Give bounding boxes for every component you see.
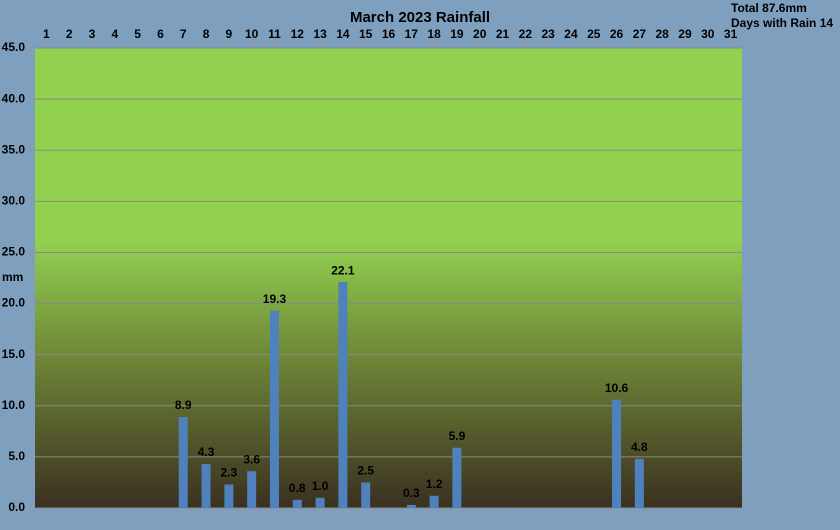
chart-title: March 2023 Rainfall xyxy=(350,9,490,26)
y-tick-label: 15.0 xyxy=(2,347,26,361)
bar xyxy=(178,417,188,508)
x-tick-label: 22 xyxy=(519,27,533,41)
bar xyxy=(612,399,622,508)
x-tick-label: 12 xyxy=(291,27,305,41)
y-tick-label: 30.0 xyxy=(2,194,26,208)
y-tick-label: 20.0 xyxy=(2,296,26,310)
x-tick-label: 15 xyxy=(359,27,373,41)
x-tick-label: 11 xyxy=(268,27,281,41)
data-label: 8.9 xyxy=(175,398,192,412)
x-tick-label: 18 xyxy=(427,27,441,41)
x-tick-label: 10 xyxy=(245,27,259,41)
x-tick-label: 7 xyxy=(180,27,187,41)
y-tick-label: 5.0 xyxy=(8,449,25,463)
data-label: 2.5 xyxy=(357,464,374,478)
data-label: 5.9 xyxy=(449,429,466,443)
data-label: 1.0 xyxy=(312,479,329,493)
data-label: 2.3 xyxy=(221,466,238,480)
data-label: 10.6 xyxy=(605,381,629,395)
x-tick-label: 9 xyxy=(226,27,233,41)
data-label: 4.8 xyxy=(631,440,648,454)
data-label: 0.8 xyxy=(289,481,306,495)
annotation: Days with Rain 14 xyxy=(731,16,833,30)
x-tick-label: 8 xyxy=(203,27,210,41)
bar xyxy=(247,471,257,508)
data-label: 1.2 xyxy=(426,477,443,491)
x-tick-label: 31 xyxy=(724,27,738,41)
x-tick-label: 24 xyxy=(564,27,578,41)
x-tick-label: 14 xyxy=(336,27,350,41)
x-tick-label: 27 xyxy=(633,27,647,41)
data-label: 0.3 xyxy=(403,486,420,500)
bar xyxy=(315,497,325,508)
x-tick-label: 1 xyxy=(43,27,50,41)
y-tick-label: 35.0 xyxy=(2,142,26,156)
x-tick-label: 19 xyxy=(450,27,464,41)
plot-area xyxy=(35,48,742,508)
x-tick-label: 4 xyxy=(111,27,118,41)
data-label: 4.3 xyxy=(198,445,215,459)
y-tick-label: 45.0 xyxy=(2,40,26,54)
bar xyxy=(338,282,348,508)
bar xyxy=(452,447,462,508)
y-tick-label: 0.0 xyxy=(8,500,25,514)
bar xyxy=(634,458,644,508)
x-tick-label: 20 xyxy=(473,27,487,41)
x-tick-label: 25 xyxy=(587,27,601,41)
bar xyxy=(406,504,416,508)
x-tick-label: 23 xyxy=(541,27,555,41)
x-tick-label: 13 xyxy=(313,27,327,41)
bar xyxy=(429,495,439,508)
x-tick-label: 6 xyxy=(157,27,164,41)
x-tick-label: 17 xyxy=(405,27,419,41)
x-tick-label: 29 xyxy=(678,27,692,41)
y-axis-label: mm xyxy=(2,270,23,284)
y-tick-label: 10.0 xyxy=(2,398,26,412)
data-label: 19.3 xyxy=(263,292,287,306)
data-label: 3.6 xyxy=(243,452,260,466)
bar xyxy=(361,482,371,508)
x-tick-label: 16 xyxy=(382,27,396,41)
x-tick-label: 21 xyxy=(496,27,510,41)
annotation: Total 87.6mm xyxy=(731,1,807,15)
x-tick-label: 26 xyxy=(610,27,624,41)
bar xyxy=(269,310,279,508)
bar xyxy=(224,484,234,508)
data-label: 22.1 xyxy=(331,263,355,277)
x-tick-label: 30 xyxy=(701,27,715,41)
y-tick-label: 40.0 xyxy=(2,91,26,105)
y-tick-label: 25.0 xyxy=(2,245,26,259)
x-tick-label: 5 xyxy=(134,27,141,41)
x-tick-label: 28 xyxy=(655,27,669,41)
bar xyxy=(201,464,211,508)
x-tick-label: 3 xyxy=(89,27,96,41)
x-tick-label: 2 xyxy=(66,27,73,41)
bar xyxy=(292,499,302,508)
